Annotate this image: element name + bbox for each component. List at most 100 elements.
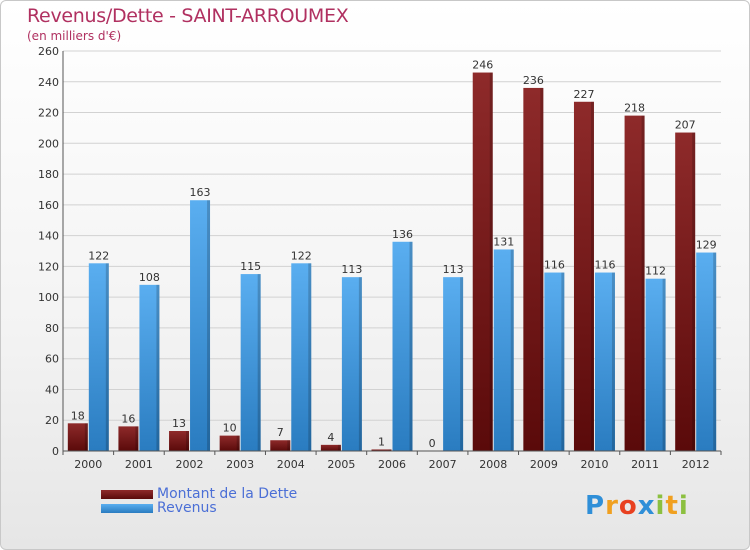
bar-revenue — [544, 272, 565, 451]
data-label-revenue: 113 — [443, 263, 464, 276]
data-label-debt: 0 — [429, 437, 436, 450]
x-tick-label: 2002 — [176, 458, 204, 471]
y-tick-label: 80 — [45, 322, 59, 335]
x-tick-label: 2006 — [378, 458, 406, 471]
bar-shade — [287, 440, 291, 451]
data-label-revenue: 113 — [341, 263, 362, 276]
bar-revenue — [88, 263, 109, 451]
bar-shade — [489, 72, 493, 452]
x-tick-label: 2012 — [682, 458, 710, 471]
bar-shade — [662, 278, 666, 451]
x-tick-label: 2010 — [580, 458, 608, 471]
bar-shade — [692, 132, 696, 452]
bar-shade — [84, 423, 88, 451]
logo-letter: r — [605, 491, 619, 521]
bar-revenue — [240, 274, 261, 451]
y-tick-label: 140 — [38, 230, 59, 243]
bar-revenue — [392, 241, 413, 451]
bar-debt — [624, 115, 645, 451]
bar-shade — [135, 426, 139, 451]
bar-debt — [675, 132, 696, 452]
data-label-debt: 246 — [472, 59, 493, 72]
bar-shade — [540, 87, 544, 451]
bar-shade — [590, 101, 594, 452]
bar-shade — [713, 252, 717, 451]
x-tick-label: 2003 — [226, 458, 254, 471]
data-label-debt: 16 — [121, 412, 135, 425]
bar-shade — [510, 249, 514, 451]
bar-debt — [270, 440, 291, 451]
chart-subtitle: (en milliers d'€) — [27, 29, 122, 43]
y-tick-label: 240 — [38, 76, 59, 89]
y-tick-label: 120 — [38, 260, 59, 273]
data-label-revenue: 163 — [190, 186, 211, 199]
data-label-revenue: 112 — [645, 265, 666, 278]
bar-debt — [219, 435, 240, 451]
bar-shade — [388, 449, 392, 451]
bar-shade — [358, 277, 362, 451]
data-label-debt: 236 — [523, 74, 544, 87]
bar-shade — [236, 435, 240, 451]
logo-letter: P — [585, 491, 606, 521]
data-label-debt: 1 — [378, 435, 385, 448]
y-tick-label: 260 — [38, 45, 59, 58]
y-tick-label: 20 — [45, 414, 59, 427]
data-label-debt: 4 — [327, 431, 334, 444]
y-tick-label: 100 — [38, 291, 59, 304]
data-label-revenue: 115 — [240, 260, 261, 273]
bar-debt — [118, 426, 139, 451]
data-label-revenue: 122 — [291, 249, 312, 262]
legend-swatch-revenue — [101, 504, 153, 513]
bar-revenue — [291, 263, 312, 451]
data-label-revenue: 116 — [544, 259, 565, 272]
legend-label-revenue: Revenus — [157, 500, 217, 516]
x-tick-label: 2000 — [74, 458, 102, 471]
bar-shade — [186, 431, 190, 451]
x-tick-label: 2011 — [631, 458, 659, 471]
bar-shade — [156, 284, 160, 451]
logo-letter: t — [665, 491, 679, 521]
x-tick-label: 2007 — [429, 458, 457, 471]
x-tick-label: 2009 — [530, 458, 558, 471]
bar-revenue — [341, 277, 362, 451]
logo-letter: x — [637, 491, 656, 521]
bar-shade — [207, 200, 211, 451]
data-label-revenue: 122 — [88, 249, 109, 262]
y-tick-label: 160 — [38, 199, 59, 212]
logo-letter: o — [618, 491, 638, 521]
bar-shade — [460, 277, 464, 451]
data-label-revenue: 136 — [392, 228, 413, 241]
bar-revenue — [190, 200, 211, 451]
data-label-debt: 10 — [223, 422, 237, 435]
bar-debt — [472, 72, 493, 452]
bar-shade — [308, 263, 312, 451]
bar-shade — [641, 115, 645, 451]
bar-shade — [257, 274, 261, 451]
chart-title: Revenus/Dette - SAINT-ARROUMEX — [27, 5, 349, 27]
data-label-debt: 7 — [277, 426, 284, 439]
bar-debt — [67, 423, 88, 451]
bar-debt — [320, 444, 341, 451]
bar-debt — [169, 431, 190, 451]
bar-debt — [523, 87, 544, 451]
x-tick-label: 2005 — [327, 458, 355, 471]
data-label-debt: 227 — [573, 88, 594, 101]
bar-revenue — [443, 277, 464, 451]
x-tick-label: 2001 — [125, 458, 153, 471]
bar-revenue — [493, 249, 514, 451]
data-label-revenue: 129 — [696, 239, 717, 252]
y-tick-label: 0 — [52, 445, 59, 458]
bar-debt — [371, 449, 392, 451]
proxiti-logo: Proxiti — [585, 491, 689, 521]
data-label-debt: 218 — [624, 102, 645, 115]
y-tick-label: 40 — [45, 383, 59, 396]
bar-shade — [409, 241, 413, 451]
data-label-revenue: 116 — [594, 259, 615, 272]
bar-revenue — [696, 252, 717, 451]
bar-revenue — [645, 278, 666, 451]
x-tick-label: 2008 — [479, 458, 507, 471]
bar-shade — [105, 263, 109, 451]
bar-revenue — [139, 284, 160, 451]
